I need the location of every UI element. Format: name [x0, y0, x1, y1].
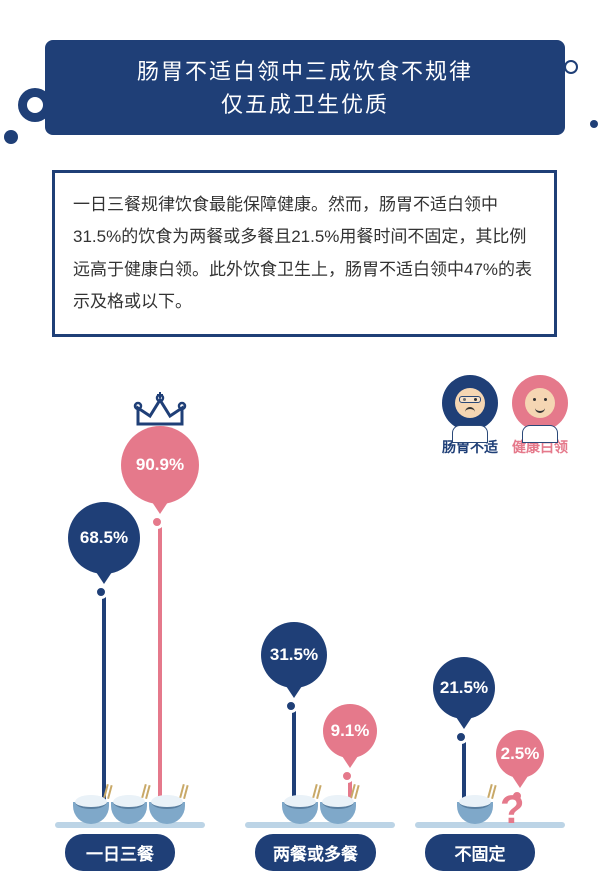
description-text: 一日三餐规律饮食最能保障健康。然而，肠胃不适白领中31.5%的饮食为两餐或多餐且…	[73, 195, 532, 311]
value-bubble-cat1-series1: 68.5%	[68, 502, 140, 574]
value-label: 21.5%	[440, 678, 488, 698]
header-line2: 仅五成卫生优质	[221, 88, 389, 121]
decorative-dot	[590, 120, 598, 128]
bowls-icon	[457, 802, 493, 824]
decorative-dot	[4, 130, 18, 144]
avatar-healthy-icon	[512, 375, 568, 431]
value-bubble-cat2-series1: 31.5%	[261, 622, 327, 688]
value-label: 2.5%	[501, 744, 540, 764]
header-line1: 肠胃不适白领中三成饮食不规律	[137, 55, 473, 88]
lollipop-cat1-series1	[102, 588, 106, 800]
category-label-cat1: 一日三餐	[65, 834, 175, 871]
legend-item-healthy: 健康白领	[512, 375, 568, 457]
lollipop-cat3-series1	[462, 733, 466, 800]
chart-area: 肠胃不适 健康白领 68.5% 90.9% 一日三餐 31.5% 9.1% 两餐或多餐 21…	[0, 355, 608, 885]
bowls-icon	[73, 802, 185, 824]
category-label-cat3: 不固定	[425, 834, 535, 871]
value-label: 9.1%	[331, 721, 370, 741]
value-bubble-cat1-series2: 90.9%	[121, 426, 199, 504]
lollipop-cat2-series1	[292, 702, 296, 800]
legend: 肠胃不适 健康白领	[442, 375, 568, 457]
category-label-cat2: 两餐或多餐	[255, 834, 376, 871]
value-label: 90.9%	[136, 455, 184, 475]
description-box: 一日三餐规律饮食最能保障健康。然而，肠胃不适白领中31.5%的饮食为两餐或多餐且…	[52, 170, 557, 337]
lollipop-cat1-series2	[158, 518, 162, 800]
avatar-unwell-icon	[442, 375, 498, 431]
crown-icon	[130, 392, 190, 432]
legend-item-unwell: 肠胃不适	[442, 375, 498, 457]
value-bubble-cat2-series2: 9.1%	[323, 704, 377, 758]
header-title-band: 肠胃不适白领中三成饮食不规律 仅五成卫生优质	[45, 40, 565, 135]
bowls-icon	[282, 802, 356, 824]
value-bubble-cat3-series1: 21.5%	[433, 657, 495, 719]
question-mark-icon: ?	[500, 788, 524, 833]
decorative-ring-small	[564, 60, 578, 74]
value-bubble-cat3-series2: 2.5%	[496, 730, 544, 778]
value-label: 68.5%	[80, 528, 128, 548]
value-label: 31.5%	[270, 645, 318, 665]
